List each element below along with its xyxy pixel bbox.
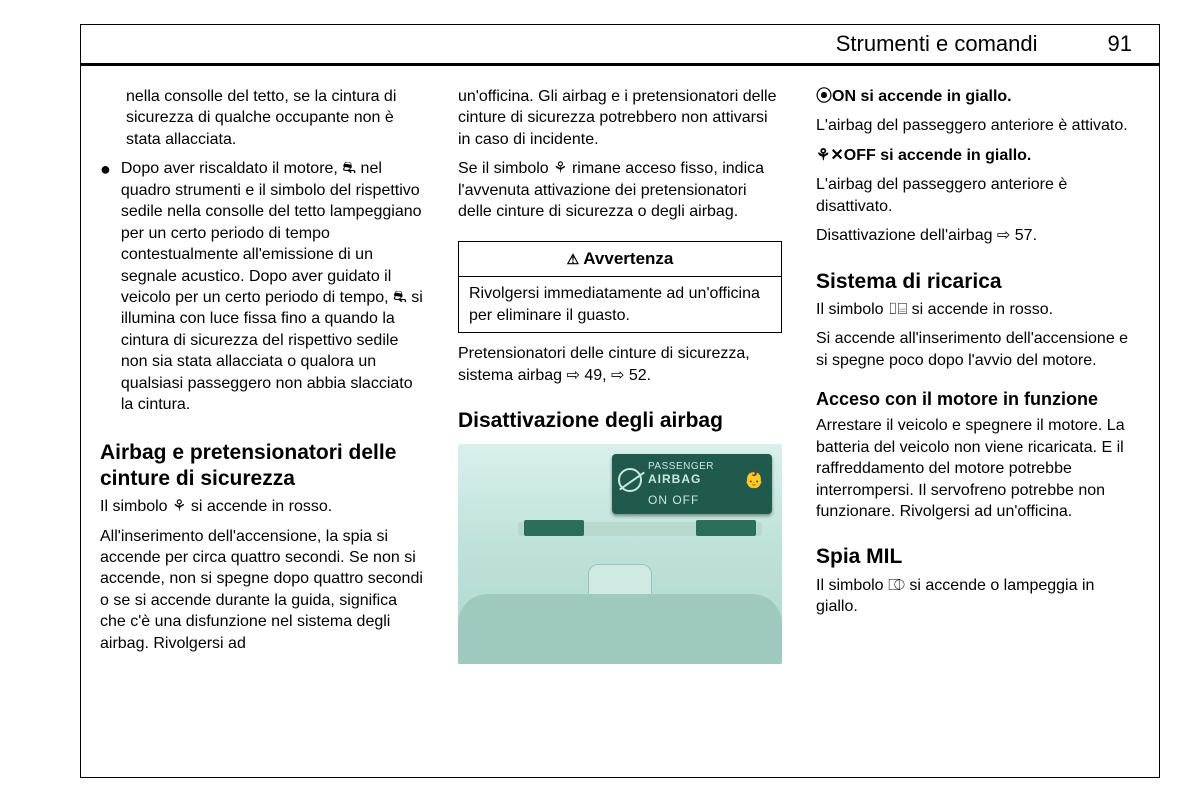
- display-onoff-label: ON OFF: [648, 492, 699, 508]
- warning-body: Rivolgersi immediatamente ad un'officina…: [459, 277, 781, 332]
- column-right: ⦿ON si accende in giallo. L'airbag del p…: [816, 86, 1140, 758]
- paragraph: Se il simbolo ⚘ rimane acceso fisso, ind…: [458, 158, 782, 222]
- paragraph: Si accende all'inserimento dell'accensio…: [816, 328, 1140, 371]
- overhead-control-strip: [518, 522, 762, 536]
- paragraph-crossref: Disattivazione dell'airbag ⇨ 57.: [816, 225, 1140, 246]
- column-left: nella consolle del tetto, se la cintura …: [100, 86, 424, 758]
- paragraph: L'airbag del passeggero anteriore è disa…: [816, 174, 1140, 217]
- paragraph: Arrestare il veicolo e spegnere il motor…: [816, 415, 1140, 522]
- paragraph-crossref: Pretensionatori delle cinture di sicurez…: [458, 343, 782, 386]
- child-seat-icon: 👶: [742, 468, 766, 492]
- paragraph: Il simbolo ⌷⌸ si accende in rosso.: [816, 299, 1140, 320]
- passenger-airbag-display: PASSENGER AIRBAG ON OFF 👶: [612, 454, 772, 514]
- bullet-marker: ●: [100, 158, 111, 415]
- warning-heading: ⚠ Avvertenza: [459, 242, 781, 278]
- off-indicator-bold: ⚘✕OFF si accende in giallo.: [816, 147, 1031, 164]
- on-indicator-line: ⦿ON si accende in giallo.: [816, 86, 1140, 107]
- heading-airbag-deactivation: Disattivazione degli airbag: [458, 408, 782, 434]
- page-header: Strumenti e comandi 91: [80, 24, 1160, 66]
- seat-top: [458, 594, 782, 664]
- warning-box: ⚠ Avvertenza Rivolgersi immediatamente a…: [458, 241, 782, 334]
- control-button: [524, 520, 584, 536]
- warning-triangle-icon: ⚠: [567, 250, 580, 269]
- airbag-panel-illustration: PASSENGER AIRBAG ON OFF 👶: [458, 444, 782, 664]
- column-middle: un'officina. Gli airbag e i pretensionat…: [458, 86, 782, 758]
- heading-charging-system: Sistema di ricarica: [816, 269, 1140, 295]
- subheading-engine-running: Acceso con il motore in funzione: [816, 387, 1140, 411]
- warning-title: Avvertenza: [583, 249, 673, 268]
- heading-mil: Spia MIL: [816, 544, 1140, 570]
- heading-airbag-pretensioners: Airbag e pretensionatori delle cinture d…: [100, 440, 424, 493]
- display-airbag-label: AIRBAG: [648, 471, 701, 487]
- paragraph: un'officina. Gli airbag e i pretensionat…: [458, 86, 782, 150]
- page-number: 91: [1108, 31, 1132, 57]
- paragraph: Il simbolo ⚘ si accende in rosso.: [100, 496, 424, 517]
- continuation-text: nella consolle del tetto, se la cintura …: [100, 86, 424, 150]
- bullet-item: ● Dopo aver riscaldato il motore, ⛐ nel …: [100, 158, 424, 415]
- paragraph: Il simbolo ⎄ si accende o lampeggia in g…: [816, 575, 1140, 618]
- paragraph: L'airbag del passeggero anteriore è atti…: [816, 115, 1140, 136]
- content-columns: nella consolle del tetto, se la cintura …: [100, 86, 1140, 758]
- paragraph: All'inserimento dell'accensione, la spia…: [100, 526, 424, 655]
- on-indicator-bold: ⦿ON si accende in giallo.: [816, 88, 1012, 105]
- section-title: Strumenti e comandi: [836, 31, 1038, 57]
- control-button: [696, 520, 756, 536]
- off-indicator-line: ⚘✕OFF si accende in giallo.: [816, 145, 1140, 166]
- bullet-text: Dopo aver riscaldato il motore, ⛐ nel qu…: [121, 158, 424, 415]
- no-person-icon: [618, 468, 642, 492]
